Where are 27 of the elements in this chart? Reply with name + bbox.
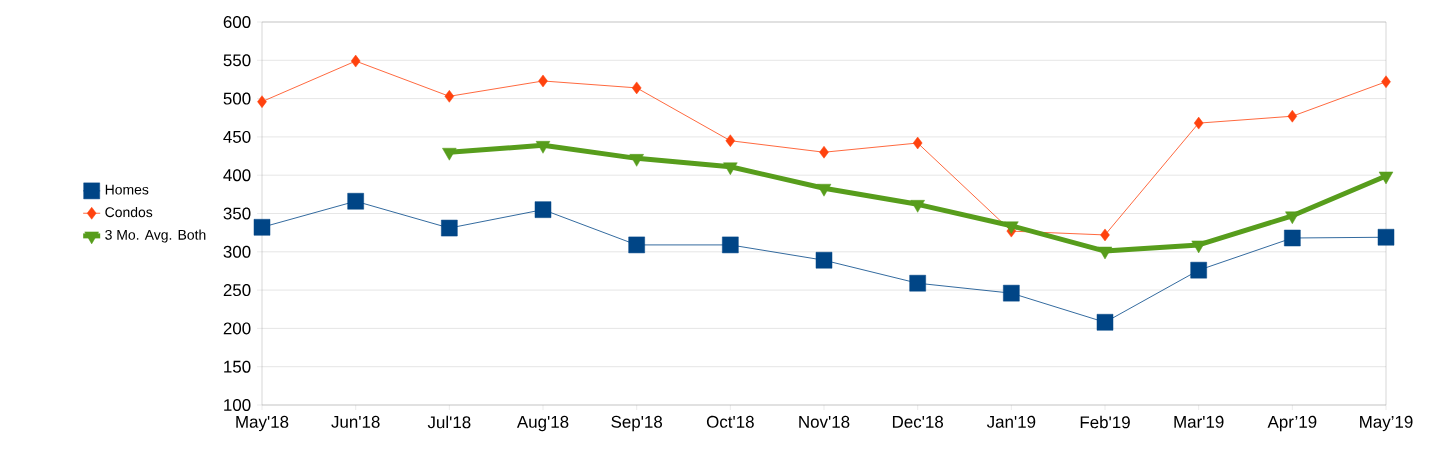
y-tick-label: 150: [224, 360, 251, 373]
legend-label: 3 Mo. Avg. Both: [105, 229, 206, 243]
y-tick-label: 350: [223, 207, 251, 220]
y-tick-label: 600: [223, 16, 251, 28]
x-tick-label: Nov'18: [799, 415, 850, 428]
y-tick-label: 500: [223, 92, 251, 105]
y-tick-label: 100: [224, 399, 251, 411]
x-tick-label: Jul'18: [427, 415, 471, 429]
x-tick-label: Dec'18: [892, 415, 944, 428]
y-tick-label: 550: [223, 54, 251, 67]
x-tick-label: Sep'18: [611, 415, 663, 432]
x-tick-label: Jan'19: [986, 415, 1036, 428]
legend-label: Condos: [105, 206, 153, 218]
x-tick-label: May’19: [1360, 415, 1413, 432]
x-tick-label: Oct'18: [706, 415, 754, 428]
y-tick-label: 400: [223, 169, 251, 182]
x-tick-label: Aug'18: [516, 415, 569, 432]
y-tick-label: 200: [223, 322, 251, 335]
y-tick-label: 250: [223, 284, 251, 297]
x-tick-label: May'18: [236, 415, 289, 432]
x-tick-label: Apr’19: [1267, 415, 1317, 432]
y-tick-label: 300: [223, 245, 251, 258]
x-tick-label: Feb'19: [1080, 415, 1130, 429]
y-tick-label: 450: [223, 130, 251, 143]
legend-label: Homes: [105, 184, 149, 195]
x-tick-label: Jun'18: [331, 415, 380, 428]
x-tick-label: Mar'19: [1174, 415, 1224, 428]
